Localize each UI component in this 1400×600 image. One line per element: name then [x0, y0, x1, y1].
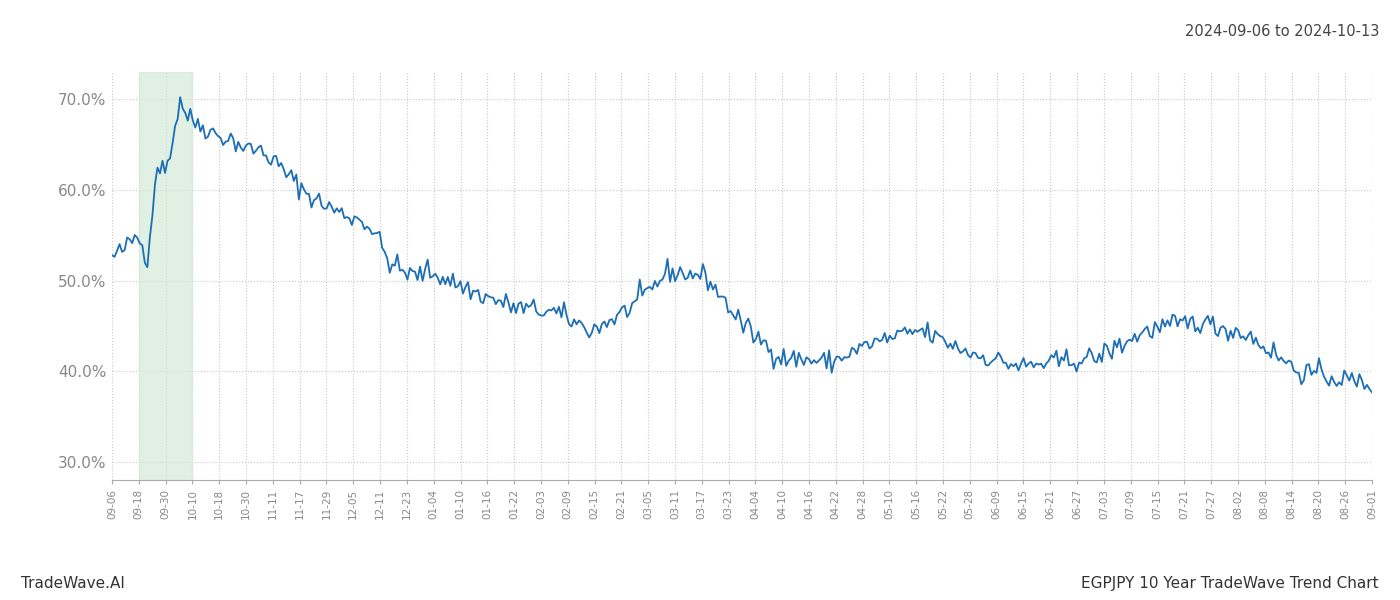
Bar — [139, 72, 192, 480]
Text: TradeWave.AI: TradeWave.AI — [21, 576, 125, 591]
Text: 2024-09-06 to 2024-10-13: 2024-09-06 to 2024-10-13 — [1184, 24, 1379, 39]
Text: EGPJPY 10 Year TradeWave Trend Chart: EGPJPY 10 Year TradeWave Trend Chart — [1081, 576, 1379, 591]
